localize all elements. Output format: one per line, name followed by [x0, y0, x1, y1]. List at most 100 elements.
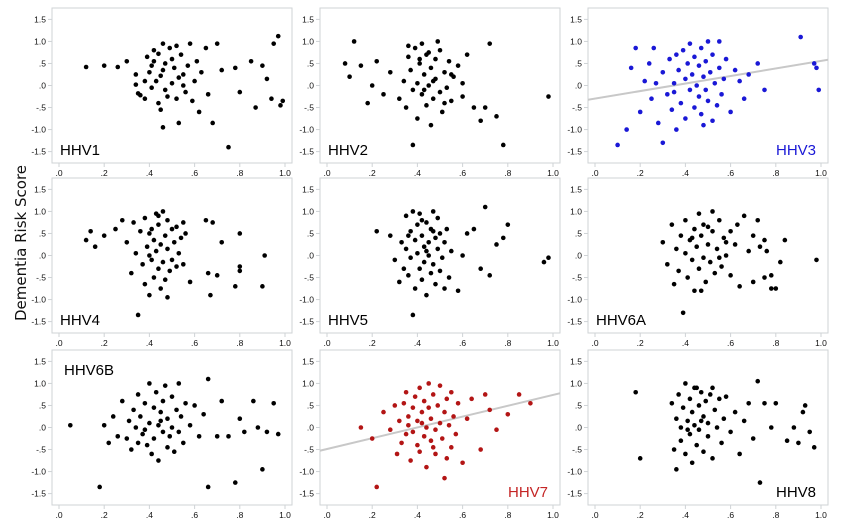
data-point	[119, 398, 125, 404]
data-point	[694, 442, 699, 448]
data-point	[88, 228, 93, 234]
panel-frame	[587, 7, 829, 164]
data-point	[156, 422, 161, 428]
data-point	[374, 484, 380, 490]
y-tick-label: -1.5	[299, 147, 314, 157]
x-tick-label: .2	[637, 510, 644, 520]
data-point	[707, 392, 713, 397]
data-point	[147, 231, 152, 236]
data-point	[187, 279, 193, 285]
data-point	[737, 284, 742, 289]
data-point	[415, 80, 420, 86]
data-point	[142, 215, 148, 221]
data-point	[478, 447, 483, 452]
y-tick-label: -1.5	[31, 317, 46, 327]
data-point	[721, 416, 727, 421]
x-tick-label: .4	[682, 338, 689, 348]
data-point	[165, 246, 170, 252]
data-point	[653, 80, 659, 86]
x-tick-label: .6	[727, 510, 734, 520]
data-point	[421, 87, 427, 93]
data-point	[417, 61, 422, 66]
panel-frame	[319, 7, 561, 164]
y-tick-label: 1.5	[570, 356, 582, 366]
data-point	[403, 213, 409, 219]
y-tick-label: 1.5	[302, 184, 314, 194]
data-point	[417, 449, 422, 455]
data-point	[717, 217, 722, 223]
y-tick-label: .0	[575, 423, 582, 433]
data-point	[701, 414, 706, 419]
data-point	[255, 425, 261, 430]
data-point	[387, 427, 393, 433]
data-point	[746, 400, 751, 406]
data-point	[494, 114, 499, 119]
data-point	[750, 436, 756, 441]
data-point	[757, 244, 763, 249]
data-point	[437, 268, 443, 274]
data-point	[446, 275, 452, 280]
data-point	[494, 242, 499, 247]
data-point	[737, 451, 742, 457]
data-point	[694, 83, 699, 88]
data-point	[101, 63, 107, 68]
data-point	[696, 211, 702, 216]
data-point	[264, 429, 270, 435]
data-point	[683, 116, 688, 121]
data-point	[205, 376, 211, 382]
data-point	[151, 275, 157, 280]
data-point	[746, 72, 751, 77]
data-point	[671, 80, 677, 86]
data-point	[455, 400, 461, 406]
data-point	[646, 61, 652, 66]
panel-label: HHV4	[60, 312, 100, 329]
x-tick-label: 1.0	[815, 510, 827, 520]
data-point	[162, 233, 168, 238]
x-tick-label: .4	[682, 510, 689, 520]
data-point	[424, 248, 429, 254]
y-tick-label: 1.5	[302, 356, 314, 366]
data-point	[397, 96, 402, 102]
data-point	[403, 105, 409, 110]
data-point	[446, 58, 452, 64]
data-point	[174, 224, 179, 230]
data-point	[158, 107, 163, 113]
x-tick-label: .0	[323, 338, 330, 348]
data-point	[135, 312, 141, 318]
data-point	[701, 122, 706, 128]
y-tick-label: -.5	[572, 103, 582, 113]
data-point	[153, 248, 159, 254]
data-point	[701, 449, 706, 455]
data-point	[487, 41, 493, 46]
data-point	[421, 244, 427, 249]
data-point	[410, 209, 416, 214]
data-point	[717, 255, 722, 261]
data-point	[437, 89, 443, 95]
data-point	[546, 255, 551, 261]
y-tick-label: .5	[575, 400, 582, 410]
data-point	[169, 257, 175, 263]
data-point	[190, 98, 195, 104]
data-point	[442, 69, 447, 75]
data-point	[165, 217, 170, 223]
y-tick-label: -1.5	[31, 147, 46, 157]
data-point	[160, 41, 166, 46]
data-point	[689, 257, 695, 263]
data-point	[696, 403, 702, 408]
data-point	[449, 98, 454, 104]
data-point	[442, 239, 447, 245]
data-point	[430, 262, 436, 267]
data-point	[500, 235, 506, 241]
data-point	[692, 288, 697, 294]
data-point	[275, 431, 281, 437]
data-point	[135, 440, 141, 446]
data-point	[460, 253, 465, 258]
data-point	[151, 405, 157, 410]
data-point	[165, 416, 170, 421]
data-point	[721, 235, 727, 241]
data-point	[541, 259, 547, 265]
data-point	[773, 286, 779, 291]
x-tick-label: .4	[146, 338, 153, 348]
data-point	[158, 73, 163, 79]
data-point	[421, 434, 427, 439]
